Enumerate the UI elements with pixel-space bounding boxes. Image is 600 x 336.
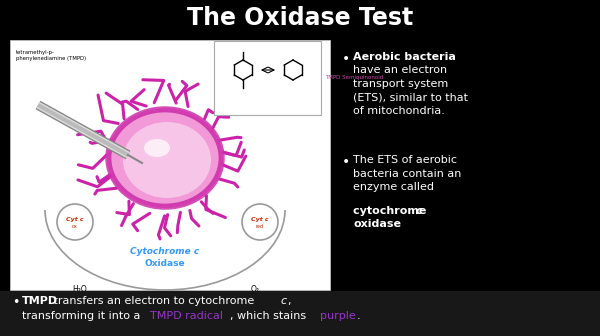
Text: TMPD Semiquinonoid: TMPD Semiquinonoid: [325, 75, 383, 80]
FancyBboxPatch shape: [0, 291, 600, 336]
Text: Oxidase: Oxidase: [145, 258, 185, 267]
Text: H₂O: H₂O: [73, 286, 88, 294]
Text: The Oxidase Test: The Oxidase Test: [187, 6, 413, 30]
Text: cytochrome: cytochrome: [353, 206, 430, 216]
Text: .: .: [357, 311, 361, 321]
Text: c: c: [416, 206, 422, 216]
Text: O₂: O₂: [251, 286, 260, 294]
Ellipse shape: [110, 111, 220, 205]
Text: TMPD: TMPD: [22, 296, 58, 306]
Text: oxidase: oxidase: [353, 219, 401, 229]
Text: Cyt c: Cyt c: [66, 216, 84, 221]
Text: , which stains: , which stains: [230, 311, 310, 321]
Ellipse shape: [123, 122, 211, 198]
FancyBboxPatch shape: [214, 41, 321, 115]
Text: Cytochrome c: Cytochrome c: [130, 248, 200, 256]
Ellipse shape: [144, 139, 170, 157]
Ellipse shape: [107, 108, 223, 208]
Text: •: •: [342, 52, 350, 66]
Text: purple: purple: [320, 311, 356, 321]
FancyBboxPatch shape: [10, 40, 330, 290]
Text: ,: ,: [287, 296, 290, 306]
Text: TMPD radical: TMPD radical: [150, 311, 223, 321]
Text: have an electron
transport system
(ETS), similar to that
of mitochondria.: have an electron transport system (ETS),…: [353, 65, 468, 116]
Text: •: •: [342, 155, 350, 169]
Text: Aerobic bacteria: Aerobic bacteria: [353, 52, 456, 62]
Text: transfers an electron to cytochrome: transfers an electron to cytochrome: [50, 296, 258, 306]
Text: red: red: [256, 224, 264, 229]
Text: c: c: [280, 296, 286, 306]
Circle shape: [57, 204, 93, 240]
Text: ox: ox: [72, 224, 78, 229]
Text: •: •: [12, 296, 19, 309]
Text: transforming it into a: transforming it into a: [22, 311, 144, 321]
Text: The ETS of aerobic
bacteria contain an
enzyme called: The ETS of aerobic bacteria contain an e…: [353, 155, 461, 192]
Text: tetramethyl-p-
phenylenediamine (TMPD): tetramethyl-p- phenylenediamine (TMPD): [16, 50, 86, 61]
Circle shape: [242, 204, 278, 240]
Text: .: .: [397, 219, 401, 229]
Text: Cyt c: Cyt c: [251, 216, 269, 221]
